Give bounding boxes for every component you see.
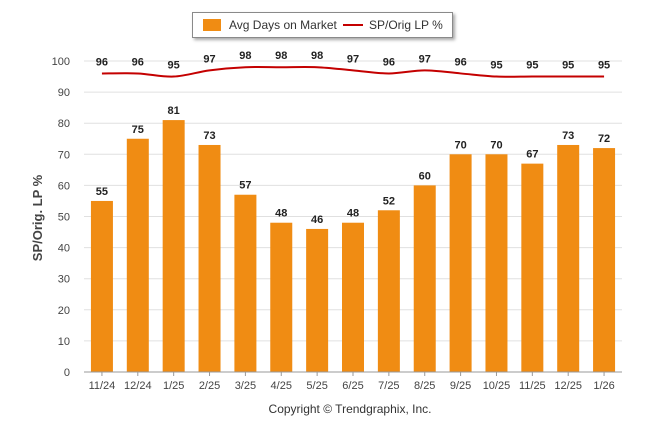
line-value-label: 96 [96, 56, 108, 68]
y-tick-label: 20 [58, 305, 70, 317]
copyright-text: Copyright © Trendgraphix, Inc. [268, 402, 432, 416]
x-tick-label: 1/26 [593, 380, 614, 392]
x-tick-label: 12/24 [124, 380, 152, 392]
x-tick-label: 2/25 [199, 380, 220, 392]
bar-value-label: 72 [598, 133, 610, 145]
bar-10-25[interactable] [485, 154, 508, 372]
line-value-label: 98 [275, 50, 287, 62]
bar-2-25[interactable] [198, 144, 221, 372]
y-tick-label: 0 [64, 367, 70, 379]
y-tick-label: 100 [52, 56, 70, 68]
x-tick-label: 9/25 [450, 380, 471, 392]
x-tick-label: 11/24 [89, 380, 116, 392]
bar-12-24[interactable] [126, 138, 149, 372]
bar-value-label: 48 [347, 208, 359, 220]
legend-line-label: SP/Orig LP % [369, 18, 443, 32]
bar-6-25[interactable] [342, 222, 364, 372]
x-tick-label: 3/25 [235, 380, 256, 392]
x-tick-label: 1/25 [163, 380, 184, 392]
bar-value-label: 46 [311, 214, 323, 226]
x-tick-label: 12/25 [554, 380, 582, 392]
bar-1-25[interactable] [162, 120, 185, 372]
line-value-label: 98 [239, 50, 251, 62]
line-value-label: 96 [454, 56, 466, 68]
bar-8-25[interactable] [413, 185, 436, 372]
x-tick-label: 4/25 [271, 380, 292, 392]
legend: Avg Days on Market SP/Orig LP % [192, 12, 453, 38]
line-value-label: 95 [490, 60, 502, 72]
bar-value-label: 70 [454, 139, 466, 151]
bar-4-25[interactable] [270, 222, 293, 372]
legend-line-swatch [343, 24, 363, 26]
y-tick-label: 10 [58, 336, 70, 348]
line-series-sp-orig-lp[interactable] [101, 65, 605, 78]
bar-12-25[interactable] [557, 144, 580, 372]
bar-value-label: 60 [419, 170, 431, 182]
bar-7-25[interactable] [377, 210, 400, 372]
y-tick-label: 80 [58, 118, 70, 130]
bar-value-label: 81 [168, 105, 180, 117]
bar-value-label: 48 [275, 208, 287, 220]
bar-11-24[interactable] [90, 200, 113, 372]
line-value-label: 95 [168, 60, 180, 72]
x-tick-label: 10/25 [483, 380, 511, 392]
y-tick-label: 70 [58, 149, 70, 161]
line-value-label: 95 [562, 60, 574, 72]
y-tick-label: 50 [58, 212, 70, 224]
bar-3-25[interactable] [234, 194, 257, 372]
line-value-label: 97 [203, 53, 215, 65]
y-tick-label: 60 [58, 180, 70, 192]
y-tick-label: 40 [58, 243, 70, 255]
x-tick-label: 11/25 [519, 380, 546, 392]
bar-value-label: 52 [383, 195, 395, 207]
line-value-label: 95 [526, 60, 538, 72]
x-tick-label: 7/25 [378, 380, 399, 392]
bar-5-25[interactable] [306, 228, 329, 372]
bar-value-label: 67 [526, 149, 538, 161]
bar-1-26[interactable] [593, 148, 616, 372]
line-value-label: 97 [419, 53, 431, 65]
bar-11-25[interactable] [521, 163, 544, 372]
bar-value-label: 70 [490, 139, 502, 151]
line-value-label: 96 [383, 56, 395, 68]
bar-value-label: 55 [96, 186, 108, 198]
legend-bar-swatch [203, 19, 221, 31]
bar-value-label: 73 [203, 130, 215, 142]
x-tick-label: 6/25 [342, 380, 363, 392]
line-value-label: 97 [347, 53, 359, 65]
bar-9-25[interactable] [449, 154, 472, 372]
line-value-label: 98 [311, 50, 323, 62]
line-value-label: 96 [132, 56, 144, 68]
y-tick-label: 30 [58, 274, 70, 286]
bar-value-label: 73 [562, 130, 574, 142]
y-axis-title: SP/Orig. LP % [30, 174, 45, 261]
bar-value-label: 57 [239, 180, 251, 192]
bar-value-label: 75 [132, 124, 144, 136]
legend-bar-label: Avg Days on Market [229, 18, 337, 32]
x-tick-label: 5/25 [306, 380, 327, 392]
x-tick-label: 8/25 [414, 380, 435, 392]
line-value-label: 95 [598, 60, 610, 72]
y-tick-label: 90 [58, 87, 70, 99]
